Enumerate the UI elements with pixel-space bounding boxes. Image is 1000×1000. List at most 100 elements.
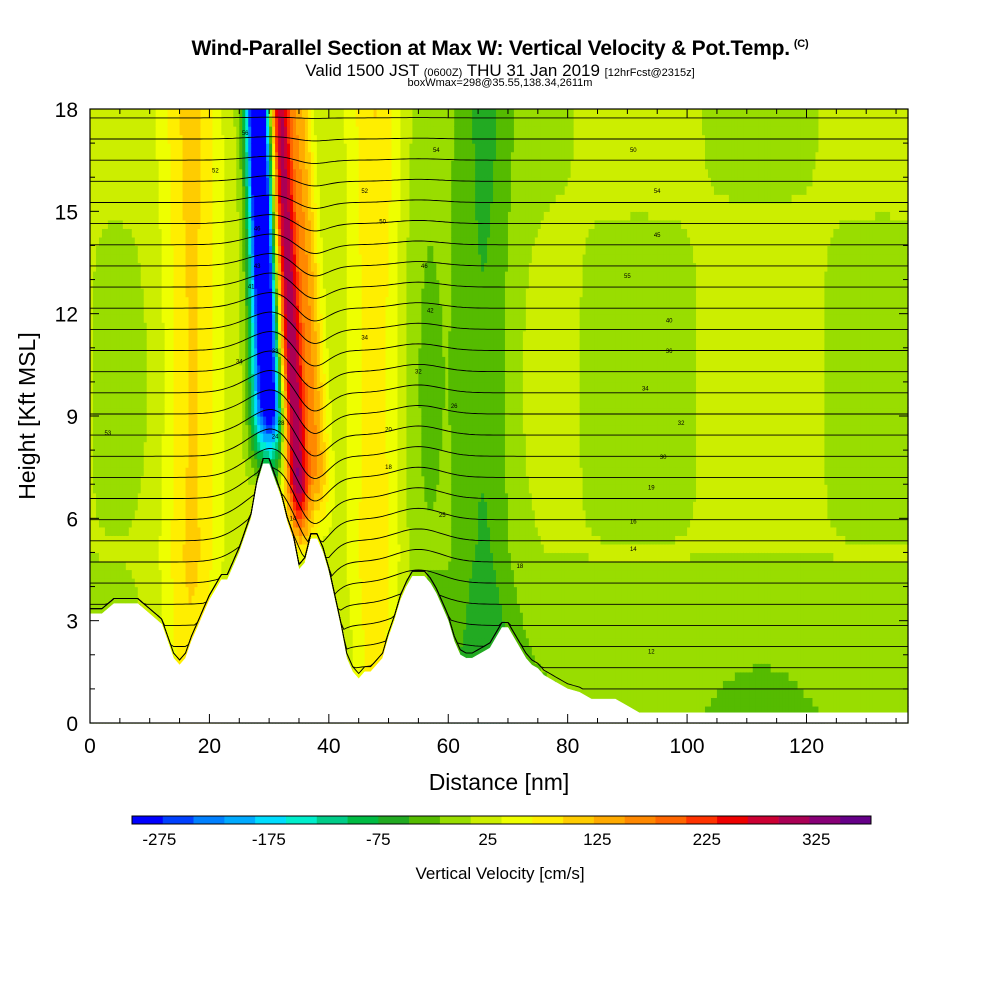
velocity-cell bbox=[149, 356, 154, 366]
velocity-cell bbox=[152, 313, 157, 323]
velocity-cell bbox=[110, 305, 115, 315]
velocity-cell bbox=[185, 458, 190, 468]
velocity-cell bbox=[146, 543, 151, 554]
velocity-cell bbox=[122, 390, 127, 400]
velocity-cell bbox=[170, 458, 175, 468]
velocity-cell bbox=[158, 126, 163, 136]
velocity-cell bbox=[173, 339, 178, 349]
velocity-cell bbox=[149, 253, 154, 264]
velocity-cell bbox=[152, 381, 157, 392]
velocity-cell bbox=[116, 322, 121, 332]
velocity-cell bbox=[158, 458, 163, 468]
velocity-cell bbox=[167, 253, 172, 264]
velocity-cell bbox=[125, 296, 130, 306]
velocity-cell bbox=[137, 492, 142, 502]
velocity-cell bbox=[110, 279, 115, 289]
velocity-cell bbox=[137, 262, 142, 272]
velocity-cell bbox=[158, 117, 163, 127]
velocity-cell bbox=[92, 381, 97, 392]
velocity-cell bbox=[182, 398, 187, 409]
velocity-cell bbox=[185, 356, 190, 366]
velocity-cell bbox=[146, 279, 151, 289]
velocity-cell bbox=[119, 560, 124, 571]
velocity-cell bbox=[113, 535, 118, 545]
velocity-cell bbox=[185, 279, 190, 289]
velocity-cell bbox=[137, 356, 142, 366]
velocity-cell bbox=[185, 543, 190, 554]
velocity-cell bbox=[122, 177, 127, 187]
velocity-cell bbox=[164, 595, 169, 605]
velocity-cell bbox=[155, 160, 160, 170]
velocity-cell bbox=[176, 143, 181, 153]
velocity-cell bbox=[90, 194, 94, 204]
velocity-cell bbox=[98, 339, 103, 349]
velocity-cell bbox=[92, 595, 97, 605]
velocity-cell bbox=[188, 177, 193, 187]
velocity-cell bbox=[110, 211, 115, 221]
velocity-cell bbox=[182, 219, 187, 229]
velocity-cell bbox=[113, 552, 118, 562]
velocity-cell bbox=[167, 347, 172, 357]
velocity-cell bbox=[152, 177, 157, 187]
velocity-cell bbox=[170, 416, 175, 426]
velocity-cell bbox=[161, 501, 166, 511]
velocity-cell bbox=[167, 228, 172, 238]
velocity-cell bbox=[107, 330, 112, 340]
velocity-cell bbox=[98, 509, 103, 519]
velocity-cell bbox=[122, 492, 127, 502]
velocity-cell bbox=[107, 424, 112, 434]
velocity-cell bbox=[131, 450, 136, 460]
velocity-cell bbox=[101, 228, 106, 238]
velocity-cell bbox=[143, 288, 148, 298]
velocity-cell bbox=[134, 253, 139, 264]
velocity-cell bbox=[137, 330, 142, 340]
velocity-cell bbox=[158, 467, 163, 477]
velocity-cell bbox=[143, 475, 148, 485]
velocity-cell bbox=[179, 441, 184, 451]
velocity-cell bbox=[158, 168, 163, 178]
velocity-cell bbox=[92, 117, 97, 127]
velocity-cell bbox=[188, 441, 193, 451]
velocity-cell bbox=[122, 543, 127, 554]
velocity-cell bbox=[110, 526, 115, 536]
velocity-cell bbox=[167, 484, 172, 494]
velocity-cell bbox=[158, 552, 163, 562]
velocity-cell bbox=[116, 526, 121, 536]
velocity-cell bbox=[146, 168, 151, 178]
velocity-cell bbox=[182, 296, 187, 306]
velocity-cell bbox=[170, 143, 175, 153]
velocity-cell bbox=[185, 526, 190, 536]
velocity-cell bbox=[173, 586, 178, 596]
velocity-cell bbox=[101, 475, 106, 485]
velocity-cell bbox=[92, 560, 97, 571]
velocity-cell bbox=[167, 586, 172, 596]
velocity-cell bbox=[137, 552, 142, 562]
velocity-cell bbox=[104, 543, 109, 554]
velocity-cell bbox=[173, 313, 178, 323]
velocity-cell bbox=[179, 219, 184, 229]
velocity-cell bbox=[167, 535, 172, 545]
velocity-cell bbox=[173, 390, 178, 400]
velocity-cell bbox=[182, 151, 187, 161]
velocity-cell bbox=[161, 194, 166, 204]
velocity-cell bbox=[143, 228, 148, 238]
velocity-cell bbox=[95, 279, 100, 289]
velocity-cell bbox=[191, 347, 196, 357]
velocity-cell bbox=[92, 202, 97, 212]
velocity-cell bbox=[146, 484, 151, 494]
velocity-cell bbox=[149, 518, 154, 528]
velocity-cell bbox=[179, 603, 184, 613]
velocity-cell bbox=[113, 467, 118, 477]
velocity-cell bbox=[164, 603, 169, 613]
velocity-cell bbox=[176, 313, 181, 323]
velocity-cell bbox=[176, 416, 181, 426]
velocity-cell bbox=[131, 168, 136, 178]
velocity-cell bbox=[149, 330, 154, 340]
velocity-cell bbox=[161, 288, 166, 298]
velocity-cell bbox=[110, 330, 115, 340]
velocity-cell bbox=[128, 373, 133, 383]
velocity-cell bbox=[119, 322, 124, 332]
velocity-cell bbox=[137, 271, 142, 281]
velocity-cell bbox=[173, 612, 178, 622]
velocity-cell bbox=[143, 458, 148, 468]
